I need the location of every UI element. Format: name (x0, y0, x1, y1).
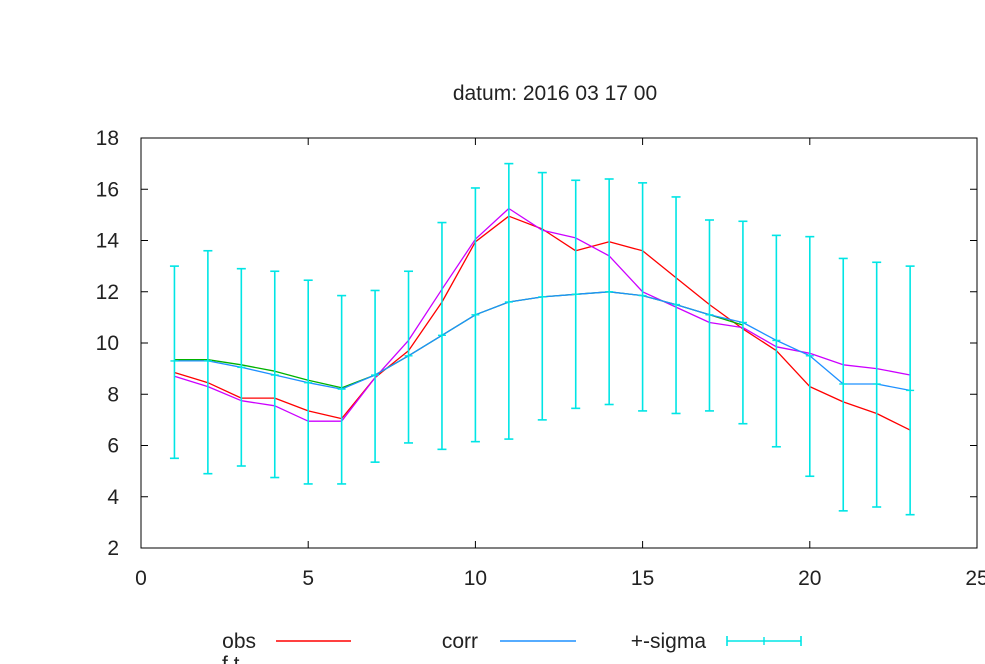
y-tick-label: 4 (107, 486, 119, 509)
y-tick-label: 18 (96, 127, 119, 150)
y-tick-label: 16 (96, 178, 119, 201)
chart-title: datum: 2016 03 17 00 (453, 82, 657, 105)
x-tick-label: 20 (798, 567, 821, 590)
y-tick-label: 2 (107, 537, 119, 560)
y-tick-label: 6 (107, 435, 119, 458)
legend-label-corr: corr (442, 630, 478, 653)
x-tick-label: 25 (965, 567, 985, 590)
legend-label-obs: obs (222, 630, 256, 653)
x-tick-label: 5 (302, 567, 314, 590)
y-tick-label: 10 (96, 332, 119, 355)
x-tick-label: 0 (135, 567, 147, 590)
y-tick-label: 8 (107, 383, 119, 406)
series-sigma-errorbars (169, 162, 915, 516)
x-tick-label: 10 (464, 567, 487, 590)
x-tick-label: 15 (631, 567, 654, 590)
y-tick-label: 14 (96, 230, 120, 253)
legend-label-clipped: f t (222, 653, 240, 664)
y-tick-label: 12 (96, 281, 119, 304)
legend-label-sigma: +-sigma (631, 630, 707, 653)
